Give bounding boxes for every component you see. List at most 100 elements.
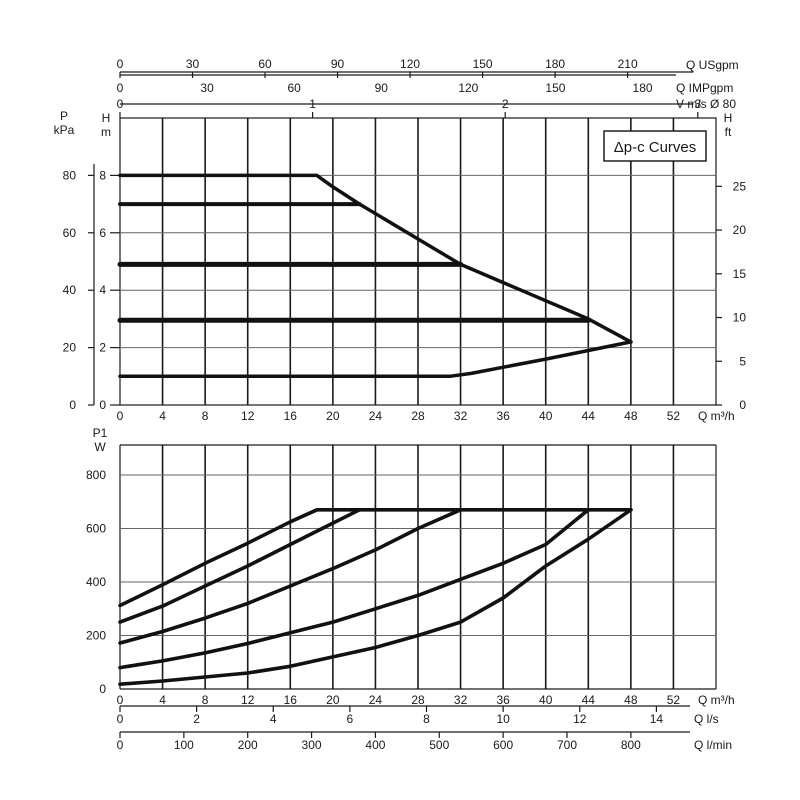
bottom-lmin-tick-label: 500 xyxy=(429,738,449,752)
bottom-lmin-tick-label: 400 xyxy=(365,738,385,752)
top-x-tick-label: 40 xyxy=(539,409,553,423)
bottom-curve-1 xyxy=(118,508,633,608)
bottom-x-axis-label: Q m³/h xyxy=(698,693,735,707)
top-y-m-tick-label: 8 xyxy=(99,168,106,182)
top-impgpm-tick-label: 180 xyxy=(633,81,653,95)
bottom-x-tick-label: 8 xyxy=(202,693,209,707)
bottom-x-tick-label: 24 xyxy=(369,693,383,707)
top-x-axis-label: Q m³/h xyxy=(698,409,735,423)
top-vel-tick-label: 3 xyxy=(694,97,701,111)
top-y-kpa-tick-label: 60 xyxy=(63,226,77,240)
bottom-y-tick-label: 200 xyxy=(86,629,106,643)
top-usgpm-tick-label: 150 xyxy=(473,57,493,71)
top-vel-tick-label: 0 xyxy=(117,97,124,111)
bottom-x-tick-label: 0 xyxy=(117,693,124,707)
top-x-tick-label: 8 xyxy=(202,409,209,423)
top-usgpm-label: Q USgpm xyxy=(686,58,739,72)
bottom-y-label-unit: W xyxy=(94,440,106,454)
top-y-m-label-h: H xyxy=(102,111,111,125)
bottom-lmin-tick-label: 200 xyxy=(238,738,258,752)
bottom-curve-2 xyxy=(118,508,362,624)
legend-text: Δp-c Curves xyxy=(614,139,697,156)
top-x-tick-label: 32 xyxy=(454,409,468,423)
top-y-kpa-tick-label: 40 xyxy=(63,283,77,297)
bottom-x-tick-label: 52 xyxy=(667,693,681,707)
top-y-ft-tick-label: 15 xyxy=(733,267,747,281)
top-curve-5 xyxy=(118,340,633,379)
legend-box xyxy=(603,130,707,162)
bottom-y-tick-label: 600 xyxy=(86,522,106,536)
top-y-ft-tick-label: 5 xyxy=(739,354,746,368)
bottom-ls-tick-label: 12 xyxy=(573,712,587,726)
bottom-ls-tick-label: 14 xyxy=(650,712,664,726)
top-usgpm-tick-label: 210 xyxy=(618,57,638,71)
top-x-tick-label: 20 xyxy=(326,409,340,423)
top-y-ft-tick-label: 10 xyxy=(733,311,747,325)
bottom-ls-tick-label: 4 xyxy=(270,712,277,726)
top-impgpm-label: Q IMPgpm xyxy=(676,81,733,95)
bottom-lmin-tick-label: 100 xyxy=(174,738,194,752)
top-x-tick-label: 52 xyxy=(667,409,681,423)
top-y-kpa-tick-label: 0 xyxy=(69,398,76,412)
bottom-x-tick-label: 48 xyxy=(624,693,638,707)
top-y-kpa-label-unit: kPa xyxy=(54,123,75,137)
bottom-x-tick-label: 32 xyxy=(454,693,468,707)
bottom-ls-tick-label: 2 xyxy=(193,712,200,726)
top-y-m-tick-label: 6 xyxy=(99,226,106,240)
bottom-lmin-tick-label: 0 xyxy=(117,738,124,752)
bottom-x-tick-label: 4 xyxy=(159,693,166,707)
bottom-lmin-tick-label: 600 xyxy=(493,738,513,752)
bottom-x-tick-label: 44 xyxy=(582,693,596,707)
top-impgpm-tick-label: 60 xyxy=(287,81,301,95)
top-y-kpa-label-p: P xyxy=(60,109,68,123)
bottom-ls-tick-label: 0 xyxy=(117,712,124,726)
top-y-ft-tick-label: 20 xyxy=(733,223,747,237)
bottom-x-tick-label: 12 xyxy=(241,693,255,707)
top-y-ft-tick-label: 0 xyxy=(739,398,746,412)
bottom-x-tick-label: 20 xyxy=(326,693,340,707)
top-usgpm-tick-label: 60 xyxy=(258,57,272,71)
top-y-m-tick-label: 2 xyxy=(99,341,106,355)
top-y-kpa-tick-label: 20 xyxy=(63,341,77,355)
top-x-tick-label: 24 xyxy=(369,409,383,423)
top-impgpm-tick-label: 30 xyxy=(200,81,214,95)
top-x-tick-label: 4 xyxy=(159,409,166,423)
bottom-curve-3 xyxy=(118,508,463,645)
bottom-ls-tick-label: 8 xyxy=(423,712,430,726)
top-x-tick-label: 12 xyxy=(241,409,255,423)
top-y-kpa-tick-label: 80 xyxy=(63,168,77,182)
top-x-tick-label: 28 xyxy=(411,409,425,423)
top-y-ft-label-h: H xyxy=(724,111,733,125)
bottom-ls-tick-label: 6 xyxy=(347,712,354,726)
bottom-x-tick-label: 40 xyxy=(539,693,553,707)
top-usgpm-tick-label: 30 xyxy=(186,57,200,71)
bottom-y-label-p1: P1 xyxy=(93,426,108,440)
top-y-m-tick-label: 4 xyxy=(99,283,106,297)
top-impgpm-tick-label: 0 xyxy=(117,81,124,95)
top-vel-label: V m/s Ø 80 xyxy=(676,97,736,111)
bottom-lmin-tick-label: 700 xyxy=(557,738,577,752)
top-impgpm-tick-label: 90 xyxy=(375,81,389,95)
bottom-curve-4 xyxy=(118,508,591,670)
bottom-ls-label: Q l/s xyxy=(694,712,719,726)
top-y-ft-tick-label: 25 xyxy=(733,179,747,193)
top-x-tick-label: 0 xyxy=(117,409,124,423)
bottom-y-tick-label: 400 xyxy=(86,575,106,589)
top-impgpm-tick-label: 120 xyxy=(458,81,478,95)
top-vel-tick-label: 1 xyxy=(309,97,316,111)
bottom-y-tick-label: 0 xyxy=(99,682,106,696)
top-y-m-label-unit: m xyxy=(101,125,111,139)
top-vel-tick-label: 2 xyxy=(502,97,509,111)
bottom-x-tick-label: 36 xyxy=(496,693,510,707)
top-y-ft-label-unit: ft xyxy=(725,125,732,139)
bottom-curve-5 xyxy=(118,508,633,686)
bottom-lmin-tick-label: 300 xyxy=(302,738,322,752)
top-impgpm-tick-label: 150 xyxy=(545,81,565,95)
top-usgpm-tick-label: 120 xyxy=(400,57,420,71)
bottom-lmin-label: Q l/min xyxy=(694,738,732,752)
top-usgpm-tick-label: 0 xyxy=(117,57,124,71)
bottom-x-tick-label: 28 xyxy=(411,693,425,707)
top-x-tick-label: 16 xyxy=(284,409,298,423)
top-x-tick-label: 44 xyxy=(582,409,596,423)
